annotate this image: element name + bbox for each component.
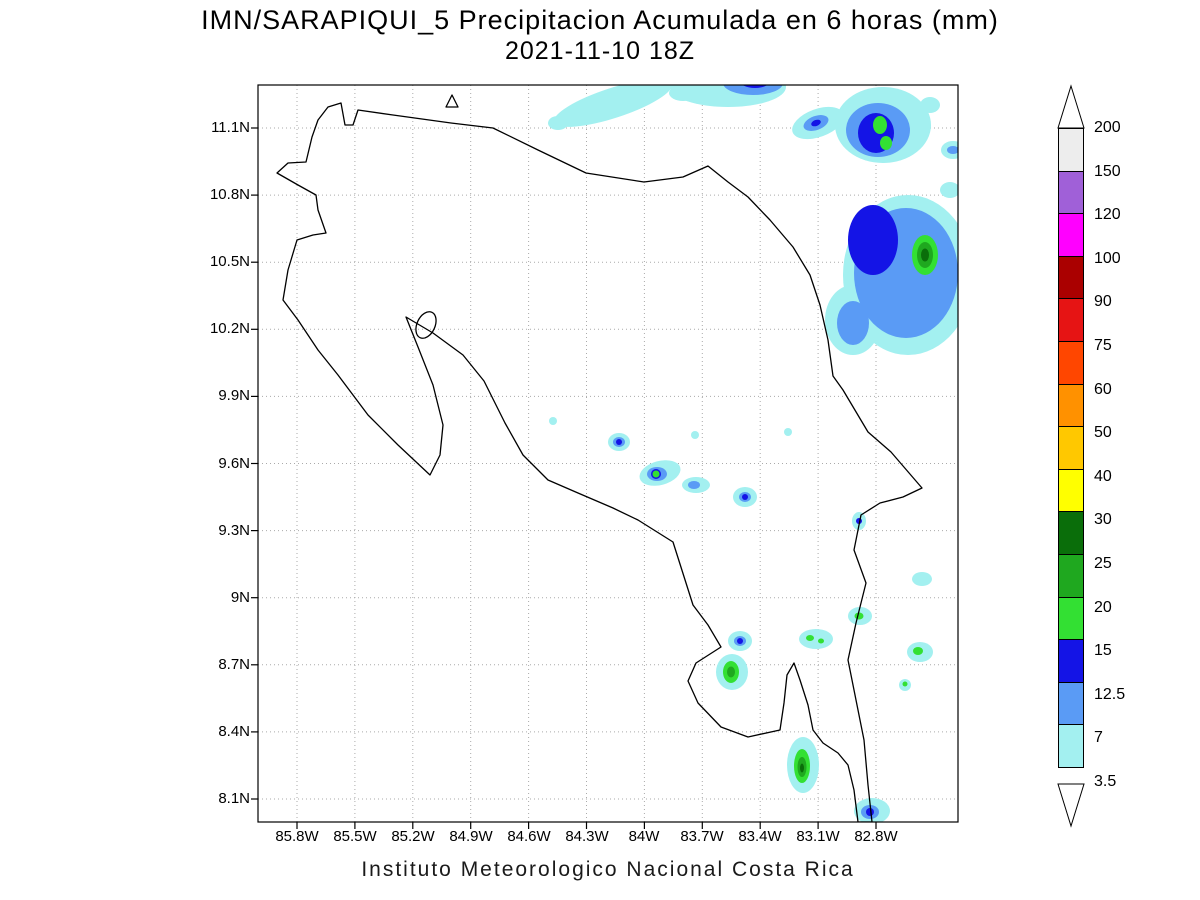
colorbar-segment [1058,681,1084,726]
costa-rica-outline [276,94,923,822]
y-tick-label: 10.8N [209,186,250,203]
colorbar-label: 25 [1094,555,1112,572]
colorbar-label: 50 [1094,424,1112,441]
colorbar-label: 12.5 [1094,686,1126,703]
y-tick-label: 9.3N [218,522,250,539]
y-tick-label: 8.1N [218,790,250,807]
colorbar-label: 200 [1094,119,1121,136]
colorbar-label: 60 [1094,381,1112,398]
colorbar-segment [1058,724,1084,768]
colorbar-segment [1058,426,1084,470]
plot-frame [251,84,959,829]
y-tick-label: 10.2N [209,320,250,337]
precip-level-12p5mm [616,85,898,816]
colorbar [1058,128,1084,768]
precip-level-25mm [800,248,929,773]
colorbar-label: 15 [1094,642,1112,659]
chart-title: IMN/SARAPIQUI_5 Precipitacion Acumulada … [201,5,999,35]
precip-level-7mm [613,85,958,819]
colorbar-segment [1058,383,1084,428]
colorbar-segment [1058,128,1084,172]
colorbar-segment [1058,511,1084,555]
x-tick-label: 84W [628,828,660,845]
chart-subtitle-datetime: 2021-11-10 18Z [504,37,696,65]
x-tick-label: 82.8W [854,828,898,845]
grid-lines [258,85,958,822]
colorbar-bottom-arrow [1057,783,1085,828]
gulf-island-outline [415,311,437,339]
precipitation-shading [548,85,958,822]
x-tick-label: 83.1W [796,828,840,845]
y-tick-label: 10.5N [209,253,250,270]
colorbar-label: 40 [1094,468,1112,485]
lake-island-triangle [445,94,459,108]
y-tick-label: 8.7N [218,656,250,673]
y-tick-label: 11.1N [211,119,250,136]
map-plot-area [238,75,978,852]
x-tick-label: 85.8W [275,828,319,845]
colorbar-segment [1058,298,1084,342]
colorbar-label: 90 [1094,293,1112,310]
colorbar-label: 120 [1094,206,1121,223]
colorbar-segment [1058,596,1084,641]
x-tick-label: 83.4W [738,828,782,845]
colorbar-label: 30 [1094,511,1112,528]
y-tick-label: 9N [230,589,250,606]
y-tick-label: 9.9N [218,387,250,404]
costa-rica-precipitation-map [251,84,959,829]
y-tick-label: 8.4N [218,723,250,740]
colorbar-segment [1058,340,1084,385]
colorbar-segment [1058,213,1084,257]
x-tick-label: 84.6W [507,828,551,845]
colorbar-top-arrow [1057,84,1085,129]
y-tick-label: 9.6N [218,455,250,472]
colorbar-segment [1058,468,1084,513]
colorbar-label: 7 [1094,729,1103,746]
colorbar-segment [1058,255,1084,300]
x-tick-label: 85.5W [333,828,377,845]
colorbar-label: 75 [1094,337,1112,354]
precip-level-15mm [652,116,938,783]
colorbar-label: 150 [1094,163,1121,180]
colorbar-label: 20 [1094,599,1112,616]
x-tick-label: 85.2W [391,828,435,845]
institution-footer: Instituto Meteorologico Nacional Costa R… [361,858,855,881]
x-tick-label: 83.7W [680,828,724,845]
x-tick-label: 84.3W [565,828,609,845]
colorbar-segment [1058,553,1084,598]
x-tick-label: 84.9W [449,828,493,845]
colorbar-segment [1058,639,1084,683]
colorbar-label: 3.5 [1094,773,1117,790]
colorbar-label: 100 [1094,250,1121,267]
colorbar-segment [1058,170,1084,215]
